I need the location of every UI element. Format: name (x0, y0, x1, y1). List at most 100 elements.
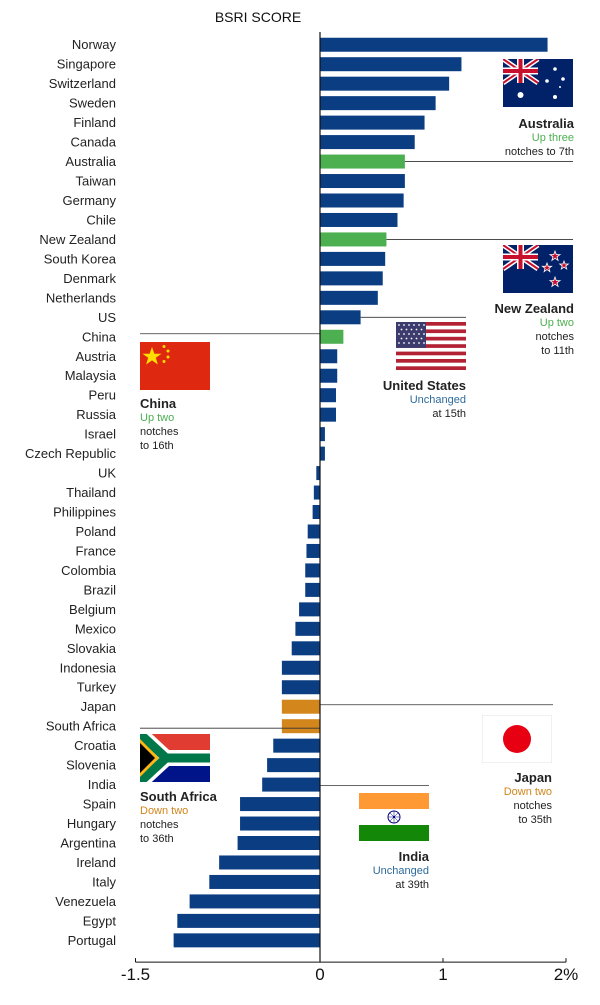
bar-venezuela (189, 894, 320, 909)
australia-annotation-detail: notches to 7th (504, 146, 574, 158)
category-label-hungary: Hungary (67, 816, 117, 831)
category-label-austria: Austria (76, 349, 117, 364)
united-states-annotation: United States Unchanged at 15th (356, 379, 466, 421)
bar-norway (320, 37, 548, 52)
tick-label--1-5: -1.5 (121, 965, 150, 984)
bar-slovenia (267, 758, 320, 773)
south-africa-annotation-status: Down two (140, 805, 189, 817)
tick-label-2-: 2% (554, 965, 579, 984)
bar-russia (320, 407, 336, 422)
bar-japan (281, 699, 320, 714)
tick-label-1: 1 (438, 965, 447, 984)
australia-flag-icon (501, 56, 573, 107)
australia-annotation: Australia Up three notches to 7th (470, 117, 574, 159)
category-label-taiwan: Taiwan (76, 174, 116, 189)
category-label-croatia: Croatia (74, 738, 117, 753)
bar-new-zealand (320, 232, 387, 247)
tick-label-0: 0 (315, 965, 324, 984)
india-annotation-status: Unchanged (372, 865, 429, 877)
category-label-malaysia: Malaysia (65, 368, 117, 383)
bar-france (306, 543, 320, 558)
new-zealand-annotation-status: Up two (539, 317, 574, 329)
category-label-germany: Germany (63, 193, 117, 208)
category-label-new-zealand: New Zealand (39, 232, 116, 247)
category-label-brazil: Brazil (83, 582, 116, 597)
japan-annotation-status: Down two (503, 786, 552, 798)
south-africa-annotation-detail-1: notches (140, 819, 179, 831)
bar-hungary (240, 816, 320, 831)
bar-canada (320, 135, 415, 150)
category-label-netherlands: Netherlands (46, 290, 117, 305)
bar-us (320, 310, 361, 325)
united-states-annotation-status: Unchanged (409, 394, 466, 406)
bar-indonesia (281, 660, 320, 675)
bar-denmark (320, 271, 383, 286)
united-states-annotation-name: United States (382, 378, 466, 393)
bar-australia (320, 154, 405, 169)
category-label-russia: Russia (76, 407, 117, 422)
bar-philippines (312, 505, 320, 520)
united-states-annotation-detail: at 15th (432, 408, 466, 420)
bar-peru (320, 388, 336, 403)
category-label-mexico: Mexico (75, 621, 116, 636)
bar-czech-republic (320, 446, 325, 461)
south-africa-flag-icon (134, 728, 210, 788)
category-label-china: China (82, 329, 117, 344)
category-label-venezuela: Venezuela (55, 894, 116, 909)
china-annotation-detail-2: to 16th (140, 440, 174, 452)
category-label-chile: Chile (86, 212, 116, 227)
annotation-connectors (140, 161, 573, 786)
category-label-peru: Peru (89, 388, 116, 403)
category-label-czech-republic: Czech Republic (25, 446, 117, 461)
category-label-italy: Italy (92, 874, 116, 889)
bar-israel (320, 427, 325, 442)
bar-spain (240, 797, 320, 812)
category-label-australia: Australia (65, 154, 116, 169)
bar-finland (320, 115, 425, 130)
category-label-uk: UK (98, 466, 116, 481)
bar-china (320, 329, 344, 344)
category-label-portugal: Portugal (68, 933, 117, 948)
new-zealand-annotation-detail-1: notches (535, 331, 574, 343)
category-label-philippines: Philippines (53, 505, 116, 520)
x-axis-ticks: -1.5 0 1 2% (121, 958, 578, 984)
chart-title: BSRI SCORE (215, 9, 301, 25)
south-africa-annotation-name: South Africa (140, 789, 217, 804)
china-annotation: China Up two notches to 16th (140, 397, 240, 453)
category-label-slovenia: Slovenia (66, 758, 117, 773)
category-label-belgium: Belgium (69, 602, 116, 617)
bar-turkey (281, 680, 320, 695)
bar-italy (209, 874, 320, 889)
bar-austria (320, 349, 338, 364)
category-label-egypt: Egypt (83, 913, 117, 928)
new-zealand-annotation: New Zealand Up two notches to 11th (470, 302, 574, 358)
category-label-turkey: Turkey (77, 680, 117, 695)
category-label-israel: Israel (84, 427, 116, 442)
category-label-south-africa: South Africa (46, 719, 117, 734)
bar-south-korea (320, 251, 386, 266)
category-label-colombia: Colombia (61, 563, 117, 578)
category-label-france: France (76, 543, 116, 558)
south-africa-annotation: South Africa Down two notches to 36th (140, 790, 250, 846)
bar-mexico (295, 621, 320, 636)
category-label-slovakia: Slovakia (67, 641, 117, 656)
india-annotation-name: India (398, 849, 429, 864)
category-label-singapore: Singapore (57, 57, 116, 72)
bar-ireland (219, 855, 320, 870)
category-label-india: India (88, 777, 117, 792)
bar-switzerland (320, 76, 450, 91)
new-zealand-annotation-detail-2: to 11th (541, 345, 574, 357)
bar-belgium (299, 602, 320, 617)
category-label-japan: Japan (81, 699, 116, 714)
category-label-norway: Norway (72, 37, 117, 52)
bar-croatia (273, 738, 320, 753)
bar-south-africa (281, 719, 320, 734)
bar-taiwan (320, 174, 405, 189)
india-flag-icon (359, 793, 429, 841)
japan-annotation: Japan Down two notches to 35th (452, 771, 552, 827)
bar-sweden (320, 96, 436, 111)
category-label-spain: Spain (83, 797, 116, 812)
category-label-canada: Canada (70, 135, 116, 150)
japan-annotation-detail-2: to 35th (518, 814, 552, 826)
australia-annotation-status: Up three (531, 132, 574, 144)
